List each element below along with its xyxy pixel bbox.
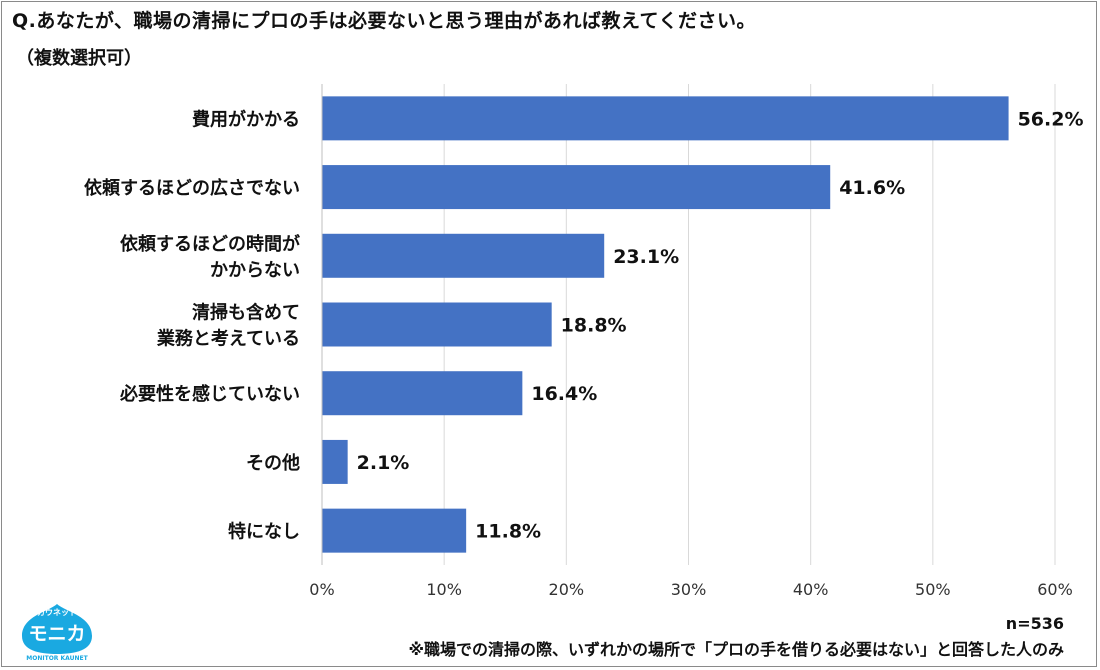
bar (322, 233, 605, 278)
sample-size: n=536 (1005, 614, 1064, 633)
bar-value-label: 2.1% (357, 452, 410, 474)
category-label: その他 (246, 452, 300, 474)
logo-sub-text: MONITOR KAUNET (26, 655, 88, 662)
bar (322, 371, 523, 416)
x-tick-label: 60% (1037, 580, 1073, 599)
x-tick-label: 0% (309, 580, 334, 599)
category-label-line: 特になし (228, 521, 300, 543)
bar (322, 96, 1009, 141)
category-label: 依頼するほどの広さでない (84, 177, 300, 199)
logo-main-text: モニカ (28, 623, 85, 645)
footnote: ※職場での清掃の際、いずれかの場所で「プロの手を借りる必要はない」と回答した人の… (408, 640, 1064, 659)
x-tick-label: 20% (549, 580, 585, 599)
category-label: 費用がかかる (192, 108, 300, 130)
category-label-line: 費用がかかる (192, 108, 300, 130)
monitor-kaunet-logo: カウネット モニカ MONITOR KAUNET (22, 604, 92, 662)
bar (322, 165, 831, 210)
category-label-line: 清掃も含めて (192, 302, 300, 324)
category-label-line: 依頼するほどの広さでない (84, 177, 300, 199)
category-label: 特になし (228, 521, 300, 543)
x-tick-label: 30% (671, 580, 707, 599)
x-tick-label: 50% (915, 580, 951, 599)
x-tick-label: 40% (793, 580, 829, 599)
bar (322, 302, 552, 347)
logo-top-text: カウネット (37, 607, 77, 617)
x-tick-label: 10% (426, 580, 462, 599)
logo-drop-shape (22, 604, 92, 654)
category-label: 依頼するほどの時間がかからない (120, 233, 300, 281)
category-label-line: 必要性を感じていない (119, 383, 300, 405)
category-label-line: かからない (210, 260, 300, 281)
bar-value-label: 56.2% (1018, 108, 1084, 130)
bar (322, 508, 467, 553)
bar-value-label: 16.4% (531, 383, 597, 405)
category-label-line: 業務と考えている (156, 328, 300, 350)
bar-value-label: 23.1% (613, 246, 679, 268)
bar-value-label: 18.8% (561, 315, 627, 337)
bar (322, 439, 348, 484)
bar-value-label: 11.8% (475, 521, 541, 543)
category-label: 必要性を感じていない (119, 383, 300, 405)
question-title: Q.あなたが、職場の清掃にプロの手は必要ないと思う理由があれば教えてください。 (12, 10, 756, 32)
category-label: 清掃も含めて業務と考えている (156, 302, 300, 350)
question-note: （複数選択可） (16, 48, 142, 69)
bar-value-label: 41.6% (839, 177, 905, 199)
category-label-line: 依頼するほどの時間が (120, 233, 300, 255)
category-label-line: その他 (246, 452, 300, 474)
